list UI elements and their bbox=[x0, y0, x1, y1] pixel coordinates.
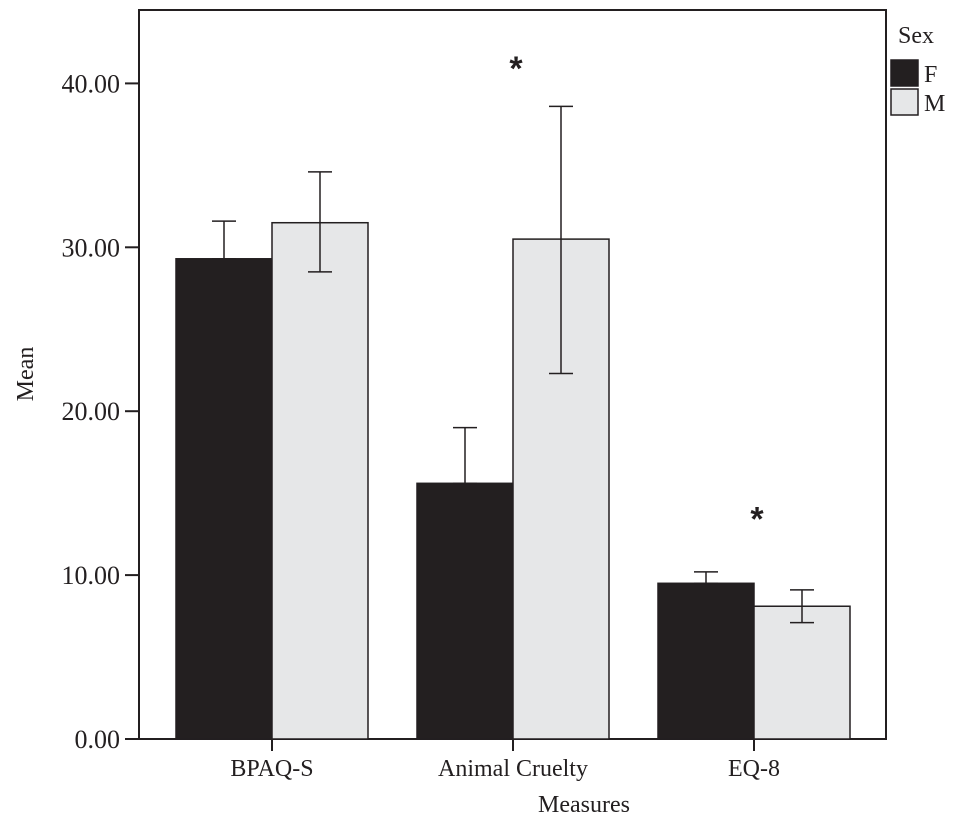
x-axis: BPAQ-S Animal Cruelty EQ-8 bbox=[230, 739, 780, 782]
x-tick-label: Animal Cruelty bbox=[438, 756, 588, 782]
significance-star: * bbox=[509, 50, 523, 88]
bar-f bbox=[657, 582, 755, 740]
y-tick-label: 10.00 bbox=[62, 561, 121, 590]
x-tick-label: EQ-8 bbox=[728, 756, 780, 782]
y-tick-label: 20.00 bbox=[62, 397, 121, 426]
x-tick-label: BPAQ-S bbox=[230, 756, 313, 782]
legend: Sex FM bbox=[890, 23, 945, 117]
bar-f bbox=[175, 258, 273, 740]
y-axis: 0.00 10.00 20.00 30.00 40.00 bbox=[62, 69, 139, 754]
y-tick-label: 40.00 bbox=[62, 69, 121, 98]
x-axis-title: Measures bbox=[538, 792, 630, 817]
bars bbox=[175, 221, 851, 740]
annotations: ** bbox=[509, 50, 764, 539]
legend-swatch-f bbox=[890, 59, 919, 87]
legend-label-m: M bbox=[924, 91, 945, 117]
error-bars bbox=[212, 105, 814, 624]
y-tick-label: 0.00 bbox=[75, 725, 121, 754]
legend-title: Sex bbox=[898, 23, 934, 49]
y-tick-label: 30.00 bbox=[62, 233, 121, 262]
bar-m bbox=[271, 221, 369, 740]
y-axis-title: Mean bbox=[13, 347, 39, 402]
bar-f bbox=[416, 482, 514, 740]
legend-label-f: F bbox=[924, 62, 937, 88]
bar-m bbox=[753, 605, 851, 740]
significance-star: * bbox=[750, 501, 764, 539]
legend-swatch-m bbox=[890, 88, 919, 116]
